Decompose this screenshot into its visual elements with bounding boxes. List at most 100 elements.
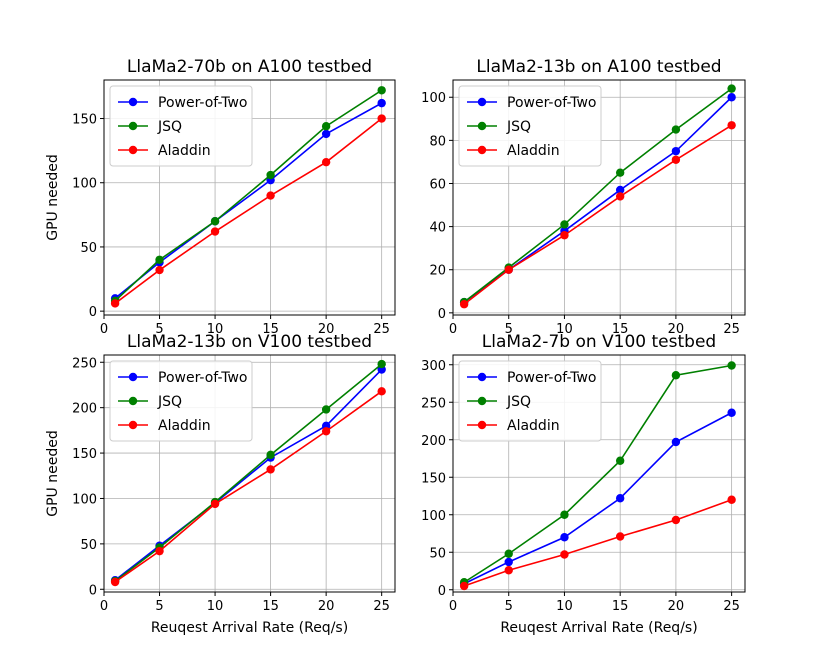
y-tick-label: 0 xyxy=(438,307,446,322)
y-tick-label: 40 xyxy=(429,221,446,236)
legend-marker xyxy=(477,145,487,155)
data-point-aladdin xyxy=(155,265,164,275)
x-tick-label: 0 xyxy=(100,599,108,614)
x-tick-label: 15 xyxy=(262,322,279,337)
data-point-power-of-two xyxy=(671,146,681,156)
legend: Power-of-Two JSQ Aladdin xyxy=(109,360,253,442)
series-line-jsq xyxy=(463,364,732,583)
x-tick-label: 25 xyxy=(723,599,740,614)
y-tick-label: 150 xyxy=(72,447,97,462)
y-tick-label: 60 xyxy=(429,177,446,192)
data-point-jsq xyxy=(210,217,220,226)
y-tick-label: 200 xyxy=(421,434,446,449)
data-point-jsq xyxy=(560,510,569,519)
y-tick-label: 300 xyxy=(421,359,446,374)
x-tick-label: 10 xyxy=(556,599,573,614)
legend-label: JSQ xyxy=(506,119,531,135)
data-point-aladdin xyxy=(110,577,120,587)
series-line-aladdin xyxy=(463,498,732,587)
data-point-power-of-two xyxy=(615,494,625,503)
data-point-aladdin xyxy=(266,191,275,200)
data-point-power-of-two xyxy=(615,185,625,195)
data-point-aladdin xyxy=(459,581,469,591)
legend-marker xyxy=(477,121,487,131)
plot-frame xyxy=(452,354,746,593)
legend-label: Aladdin xyxy=(507,418,560,434)
x-tick-label: 15 xyxy=(612,599,629,614)
data-point-jsq xyxy=(504,549,513,558)
series-line-aladdin xyxy=(114,117,383,305)
legend-marker xyxy=(128,420,138,430)
y-tick-label: 50 xyxy=(80,538,97,553)
legend: Power-of-Two JSQ Aladdin xyxy=(109,85,253,167)
y-tick-label: 150 xyxy=(421,471,446,486)
y-tick-label: 50 xyxy=(429,546,446,561)
legend-marker xyxy=(477,97,487,107)
data-point-aladdin xyxy=(377,387,386,396)
y-tick-label: 100 xyxy=(72,177,97,192)
x-tick-label: 10 xyxy=(207,599,224,614)
data-point-jsq xyxy=(615,456,625,465)
data-point-jsq xyxy=(266,450,275,460)
series-line-jsq xyxy=(463,87,733,303)
x-tick-label: 5 xyxy=(505,599,513,614)
data-point-aladdin xyxy=(110,299,120,308)
x-tick-label: 10 xyxy=(207,322,224,337)
series-line-aladdin xyxy=(114,390,383,583)
data-point-aladdin xyxy=(671,155,681,164)
data-point-aladdin xyxy=(155,546,164,556)
data-point-aladdin xyxy=(615,192,625,201)
data-point-jsq xyxy=(671,371,681,380)
legend-marker xyxy=(128,396,138,406)
data-point-aladdin xyxy=(266,465,275,474)
y-tick-label: 80 xyxy=(429,134,446,149)
data-point-jsq xyxy=(155,255,164,264)
data-point-aladdin xyxy=(504,566,513,575)
data-point-aladdin xyxy=(504,265,513,274)
x-tick-label: 5 xyxy=(155,599,163,614)
legend-label: JSQ xyxy=(157,394,182,410)
series-line-power-of-two xyxy=(114,102,383,299)
legend-marker xyxy=(128,121,138,131)
x-tick-label: 20 xyxy=(668,322,685,337)
y-tick-label: 0 xyxy=(89,305,97,320)
data-point-jsq xyxy=(671,125,681,134)
legend: Power-of-Two JSQ Aladdin xyxy=(458,360,602,442)
series-line-aladdin xyxy=(463,124,733,305)
data-point-aladdin xyxy=(321,157,331,167)
subplot-2: 0 5 10 15 20 25 0 20 40 60 80 100 LlaMa2-13b on A100… xyxy=(421,57,746,337)
chart-title: LlaMa2-13b on V100 testbed xyxy=(127,332,372,352)
series-line-jsq xyxy=(114,89,383,302)
data-point-jsq xyxy=(727,361,736,370)
x-tick-label: 20 xyxy=(318,322,335,337)
x-tick-label: 0 xyxy=(100,322,108,337)
legend-box xyxy=(458,360,602,442)
legend-marker xyxy=(477,396,487,406)
chart-title: LlaMa2-7b on V100 testbed xyxy=(482,332,716,352)
data-point-aladdin xyxy=(671,515,681,525)
legend-label: Power-of-Two xyxy=(158,370,248,386)
data-point-jsq xyxy=(377,359,386,369)
data-point-power-of-two xyxy=(727,93,736,102)
y-axis-label: GPU needed xyxy=(45,154,61,240)
plot-frame xyxy=(103,354,396,593)
data-point-power-of-two xyxy=(671,437,681,447)
x-tick-label: 0 xyxy=(449,599,457,614)
x-tick-label: 25 xyxy=(723,322,740,337)
legend-label: Power-of-Two xyxy=(158,95,248,111)
y-tick-label: 50 xyxy=(80,241,97,256)
legend-box xyxy=(109,85,253,167)
y-tick-label: 0 xyxy=(438,584,446,599)
data-point-aladdin xyxy=(727,121,736,130)
y-tick-label: 100 xyxy=(72,492,97,507)
x-axis-label: Reuqest Arrival Rate (Req/s) xyxy=(500,620,697,636)
y-axis-label: GPU needed xyxy=(45,430,61,516)
data-point-aladdin xyxy=(377,114,386,123)
data-point-jsq xyxy=(727,84,736,93)
data-point-power-of-two xyxy=(727,408,736,417)
data-point-jsq xyxy=(377,86,386,95)
x-tick-label: 25 xyxy=(373,322,390,337)
y-tick-label: 150 xyxy=(72,113,97,128)
x-tick-label: 20 xyxy=(318,599,335,614)
